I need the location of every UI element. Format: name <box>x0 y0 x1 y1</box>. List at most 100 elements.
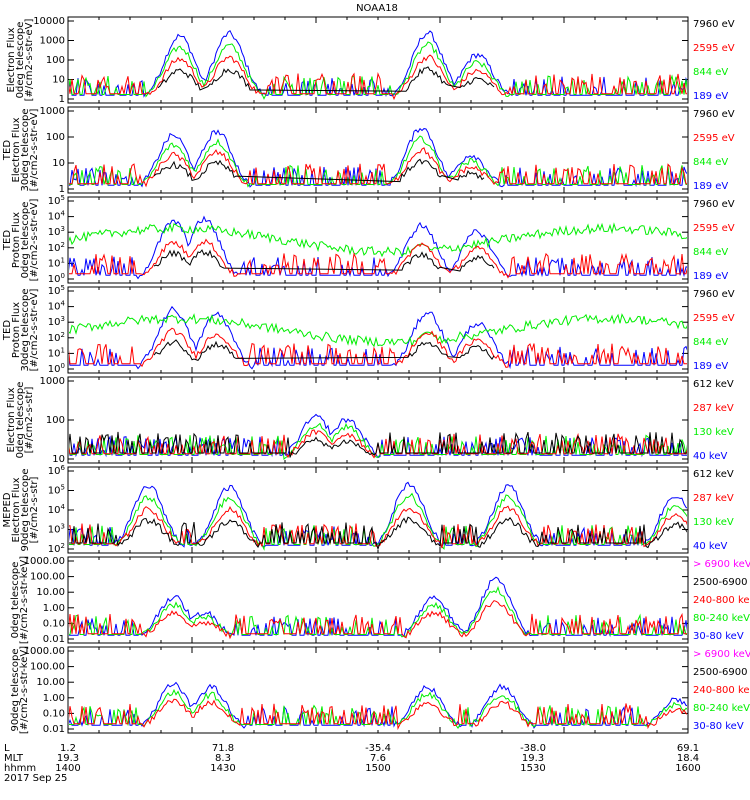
footer-l-value: -35.4 <box>365 743 391 754</box>
y-tick-label: 1000.00 <box>24 556 65 567</box>
y-axis-label: Proton Flux <box>11 302 22 358</box>
legend-entry: 7960 eV <box>693 289 735 300</box>
series-blue <box>69 576 687 638</box>
footer-mlt-value: 19.3 <box>522 753 544 764</box>
series-red <box>69 147 687 188</box>
y-tick-label: 0.10 <box>43 708 65 719</box>
series-black <box>153 158 485 183</box>
footer-mlt-value: 19.3 <box>57 753 79 764</box>
y-axis-label: Electron Flux <box>6 387 17 452</box>
legend-entry: 80-240 keV <box>693 703 750 714</box>
y-axis-label: [#/cm2-s-str-eV] <box>29 109 40 192</box>
legend-entry: 30-80 keV <box>693 721 744 732</box>
legend-entry: 7960 eV <box>693 109 735 120</box>
y-tick-label: 102 <box>48 241 65 254</box>
y-tick-label: 1000 <box>40 106 65 117</box>
y-tick-label: 1000 <box>40 376 65 387</box>
y-axis-label: Electron Flux <box>11 477 22 542</box>
series-blue <box>69 29 687 98</box>
footer-hhmm-value: 1400 <box>55 763 80 774</box>
y-tick-label: 100 <box>48 272 65 285</box>
footer-row-label: hhmm <box>4 763 36 774</box>
series-red <box>69 698 687 731</box>
y-axis-label: 0deg telescope <box>20 202 31 279</box>
footer-hhmm-value: 1600 <box>675 763 700 774</box>
footer-mlt-value: 8.3 <box>215 753 231 764</box>
y-tick-label: 100 <box>48 362 65 375</box>
y-axis-label: 0deg telescope <box>15 22 26 99</box>
legend-entry: 40 keV <box>693 541 727 552</box>
y-tick-label: 0.01 <box>43 634 65 645</box>
series-black <box>69 516 687 551</box>
data-traces <box>69 29 687 101</box>
footer-l-value: 1.2 <box>60 743 76 754</box>
chart-title: NOAA18 <box>356 3 398 14</box>
y-axis-label: [#/cm2-s-str-keV] <box>19 646 30 734</box>
y-tick-label: 101 <box>48 346 65 359</box>
legend-entry: 7960 eV <box>693 19 735 30</box>
legend-entry: 2595 eV <box>693 43 735 54</box>
y-tick-label: 103 <box>48 523 65 536</box>
y-axis-label: 0deg telescope <box>15 382 26 459</box>
y-axis-label: TED <box>2 320 13 341</box>
series-green <box>69 585 687 638</box>
y-tick-label: 0.10 <box>43 618 65 629</box>
data-traces <box>69 681 687 731</box>
panel-frame <box>67 16 689 104</box>
footer-mlt-value: 7.6 <box>370 753 386 764</box>
y-tick-label: 101 <box>48 256 65 269</box>
data-traces <box>69 215 687 280</box>
series-green <box>69 135 687 188</box>
series-green <box>69 41 687 100</box>
footer-l-value: 71.8 <box>212 743 234 754</box>
series-black <box>153 339 495 361</box>
y-tick-label: 106 <box>48 464 66 477</box>
y-tick-label: 100.00 <box>30 662 65 673</box>
y-tick-label: 1000.00 <box>24 646 65 657</box>
legend-entry: 844 eV <box>693 247 728 258</box>
legend-entry: 2595 eV <box>693 313 735 324</box>
legend-entry: 40 keV <box>693 451 727 462</box>
legend-entry: 189 eV <box>693 181 728 192</box>
y-tick-label: 10000 <box>33 16 65 27</box>
y-tick-label: 10 <box>52 158 65 169</box>
data-traces <box>69 127 687 188</box>
series-black <box>153 249 495 272</box>
y-axis-label: [#/cm2-s-str] <box>29 476 40 543</box>
series-red <box>69 238 687 279</box>
y-axis-label: Electron Flux <box>6 27 17 92</box>
legend-entry: > 6900 keV <box>693 649 750 660</box>
legend-entry: 612 keV <box>693 379 734 390</box>
series-red <box>69 600 687 640</box>
legend-entry: 7960 eV <box>693 199 735 210</box>
y-tick-label: 100 <box>46 55 65 66</box>
y-tick-label: 105 <box>48 284 65 297</box>
y-tick-label: 10 <box>52 454 65 465</box>
footer-mlt-value: 18.4 <box>677 753 699 764</box>
footer-row-label: L <box>4 743 10 754</box>
y-axis-label: [#/cm2-s-str-keV] <box>19 556 30 644</box>
y-tick-label: 100 <box>46 132 65 143</box>
legend-entry: 240-800 ke <box>693 685 750 696</box>
series-blue <box>69 127 687 188</box>
series-green <box>69 313 687 348</box>
legend-entry: 844 eV <box>693 67 728 78</box>
footer-l-value: -38.0 <box>520 743 546 754</box>
y-tick-label: 1 <box>59 94 65 105</box>
y-axis-label: TED <box>2 230 13 251</box>
series-black <box>157 66 495 92</box>
y-axis-label: 90deg telescope <box>20 468 31 551</box>
y-tick-label: 103 <box>48 225 65 238</box>
series-black <box>69 431 687 458</box>
series-red <box>69 327 687 368</box>
footer-l-value: 69.1 <box>677 743 699 754</box>
legend-entry: > 6900 keV <box>693 559 750 570</box>
series-red <box>69 54 687 101</box>
panel-frame <box>67 646 689 734</box>
y-tick-label: 104 <box>48 210 66 223</box>
footer-row-label: MLT <box>4 753 24 764</box>
y-tick-label: 10 <box>52 75 65 86</box>
